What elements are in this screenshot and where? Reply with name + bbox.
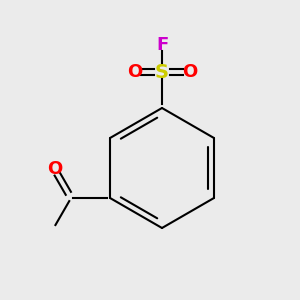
Text: F: F: [156, 36, 168, 54]
Text: O: O: [127, 63, 142, 81]
Text: S: S: [155, 62, 169, 82]
Text: O: O: [47, 160, 62, 178]
Text: O: O: [182, 63, 197, 81]
